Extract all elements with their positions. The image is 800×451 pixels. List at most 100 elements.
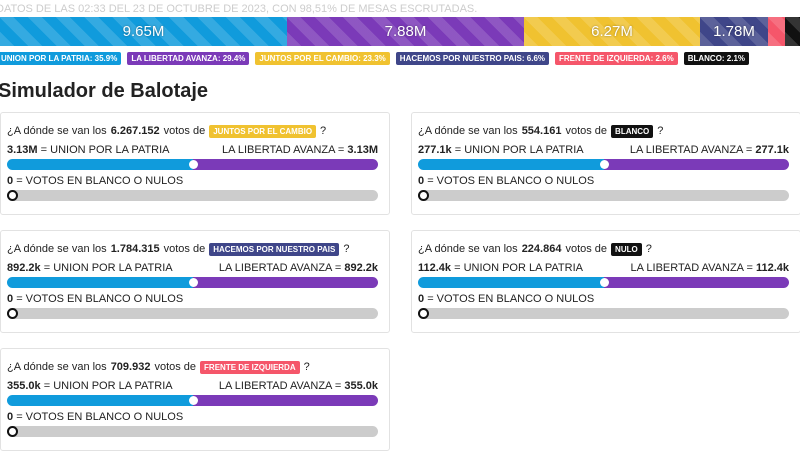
slider-upp-fill [7, 395, 193, 406]
slider-upp-fill [7, 159, 193, 170]
question-prefix: ¿A dónde se van los [418, 125, 518, 137]
split-slider[interactable] [7, 395, 378, 406]
upp-value: 892.2k = UNION POR LA PATRIA [7, 262, 173, 275]
lla-amount: 3.13M [347, 144, 378, 156]
lla-label: LA LIBERTAD AVANZA = [629, 144, 753, 156]
card-question: ¿A dónde se van los 554.161 votos de BLA… [418, 123, 789, 139]
blank-label: = VOTOS EN BLANCO O NULOS [427, 175, 595, 187]
blank-slider-handle[interactable] [7, 308, 18, 319]
lla-value: LA LIBERTAD AVANZA = 112.4k [631, 262, 790, 275]
party-badge: HACEMOS POR NUESTRO PAIS [209, 242, 340, 256]
blank-slider-handle[interactable] [7, 190, 18, 201]
blank-slider[interactable] [7, 426, 378, 437]
upp-label: = UNION POR LA PATRIA [454, 144, 584, 156]
votes-count: 709.932 [110, 361, 151, 373]
upp-label: = UNION POR LA PATRIA [43, 380, 173, 392]
blank-slider-handle[interactable] [7, 426, 18, 437]
legend-blanco: BLANCO: 2.1% [683, 52, 750, 65]
lla-value: LA LIBERTAD AVANZA = 277.1k [630, 144, 789, 157]
bar-segment-blanco [785, 17, 800, 46]
bar-segment-upp: 9.65M [0, 17, 287, 46]
split-slider[interactable] [418, 159, 789, 170]
question-mid: votos de [565, 243, 608, 255]
lla-value: LA LIBERTAD AVANZA = 355.0k [219, 380, 378, 393]
legend-upp: UNION POR LA PATRIA: 35.9% [0, 52, 122, 65]
blank-value: 0 = VOTOS EN BLANCO O NULOS [7, 175, 183, 188]
blank-label: = VOTOS EN BLANCO O NULOS [16, 293, 184, 305]
slider-lla-fill [603, 277, 789, 288]
legend-fit: FRENTE DE IZQUIERDA: 2.6% [555, 52, 678, 65]
split-slider[interactable] [418, 277, 789, 288]
blank-amount: 0 [7, 293, 14, 305]
question-mid: votos de [163, 243, 206, 255]
lla-amount: 892.2k [344, 262, 378, 274]
blank-slider[interactable] [418, 190, 789, 201]
party-badge: NULO [611, 242, 642, 256]
blank-amount: 0 [418, 293, 425, 305]
question-prefix: ¿A dónde se van los [418, 243, 518, 255]
question-end: ? [343, 243, 350, 255]
slider-upp-fill [7, 277, 193, 288]
simulator-card: ¿A dónde se van los 224.864 votos de NUL… [411, 230, 800, 333]
card-question: ¿A dónde se van los 1.784.315 votos de H… [7, 241, 378, 257]
legend-lla: LA LIBERTAD AVANZA: 29.4% [127, 52, 250, 65]
bar-segment-lla: 7.88M [287, 17, 524, 46]
votes-count: 1.784.315 [110, 243, 160, 255]
bar-segment-fit [768, 17, 785, 46]
slider-lla-fill [603, 159, 789, 170]
question-end: ? [657, 125, 664, 137]
legend: UNION POR LA PATRIA: 35.9% LA LIBERTAD A… [0, 52, 750, 65]
blank-value: 0 = VOTOS EN BLANCO O NULOS [7, 293, 183, 306]
legend-hnp: HACEMOS POR NUESTRO PAIS: 6.6% [395, 52, 550, 65]
bar-segment-hnp: 1.78M [700, 17, 768, 46]
blank-amount: 0 [7, 175, 14, 187]
blank-slider[interactable] [7, 308, 378, 319]
slider-handle[interactable] [188, 396, 198, 405]
lla-value: LA LIBERTAD AVANZA = 892.2k [219, 262, 378, 275]
party-badge: FRENTE DE IZQUIERDA [200, 360, 300, 374]
blank-value: 0 = VOTOS EN BLANCO O NULOS [418, 175, 594, 188]
slider-handle[interactable] [188, 160, 198, 169]
card-question: ¿A dónde se van los 224.864 votos de NUL… [418, 241, 789, 257]
question-mid: votos de [163, 125, 206, 137]
card-question: ¿A dónde se van los 6.267.152 votos de J… [7, 123, 378, 139]
blank-slider-handle[interactable] [418, 190, 429, 201]
simulator-card: ¿A dónde se van los 6.267.152 votos de J… [0, 112, 390, 215]
slider-lla-fill [192, 159, 378, 170]
slider-handle[interactable] [599, 160, 609, 169]
blank-value: 0 = VOTOS EN BLANCO O NULOS [418, 293, 594, 306]
upp-value: 3.13M = UNION POR LA PATRIA [7, 144, 170, 157]
upp-amount: 892.2k [7, 262, 41, 274]
data-timestamp-note: DATOS DE LAS 02:33 DEL 23 DE OCTUBRE DE … [0, 3, 478, 15]
upp-value: 355.0k = UNION POR LA PATRIA [7, 380, 173, 393]
question-end: ? [645, 243, 652, 255]
upp-amount: 355.0k [7, 380, 41, 392]
lla-label: LA LIBERTAD AVANZA = [221, 144, 345, 156]
blank-slider-handle[interactable] [418, 308, 429, 319]
question-mid: votos de [565, 125, 608, 137]
blank-amount: 0 [7, 411, 14, 423]
split-slider[interactable] [7, 159, 378, 170]
blank-slider[interactable] [7, 190, 378, 201]
upp-amount: 277.1k [418, 144, 452, 156]
blank-amount: 0 [418, 175, 425, 187]
question-prefix: ¿A dónde se van los [7, 361, 107, 373]
blank-label: = VOTOS EN BLANCO O NULOS [427, 293, 595, 305]
question-prefix: ¿A dónde se van los [7, 125, 107, 137]
split-slider[interactable] [7, 277, 378, 288]
blank-label: = VOTOS EN BLANCO O NULOS [16, 411, 184, 423]
upp-label: = UNION POR LA PATRIA [40, 144, 170, 156]
question-mid: votos de [154, 361, 197, 373]
slider-handle[interactable] [599, 278, 609, 287]
upp-label: = UNION POR LA PATRIA [43, 262, 173, 274]
simulator-card: ¿A dónde se van los 709.932 votos de FRE… [0, 348, 390, 451]
slider-handle[interactable] [188, 278, 198, 287]
bar-segment-jxc: 6.27M [524, 17, 700, 46]
simulator-card: ¿A dónde se van los 554.161 votos de BLA… [411, 112, 800, 215]
upp-amount: 112.4k [418, 262, 452, 274]
legend-jxc: JUNTOS POR EL CAMBIO: 23.3% [255, 52, 390, 65]
votes-count: 224.864 [521, 243, 562, 255]
blank-slider[interactable] [418, 308, 789, 319]
lla-amount: 277.1k [755, 144, 789, 156]
results-bar: 9.65M 7.88M 6.27M 1.78M [0, 17, 800, 46]
